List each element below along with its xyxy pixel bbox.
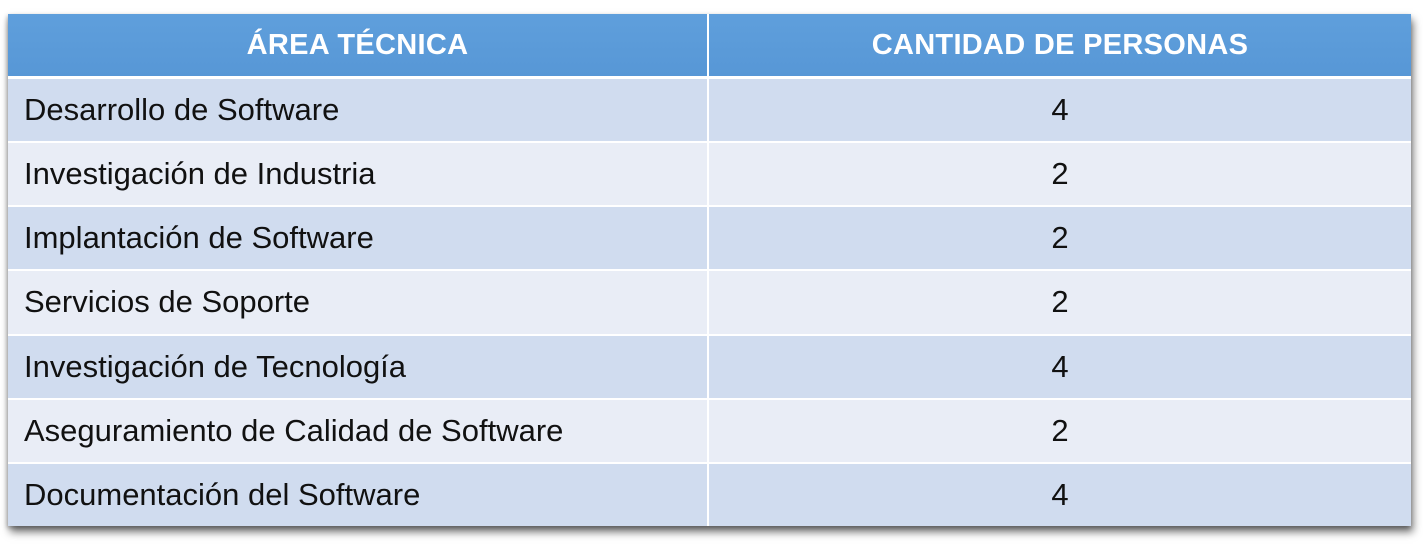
header-area: ÁREA TÉCNICA <box>8 14 708 79</box>
cell-count: 2 <box>707 269 1411 335</box>
header-count: CANTIDAD DE PERSONAS <box>707 14 1411 79</box>
table-row: Servicios de Soporte 2 <box>8 269 1411 335</box>
table-row: Investigación de Tecnología 4 <box>8 333 1411 399</box>
cell-count: 2 <box>707 141 1411 207</box>
table-body: Desarrollo de Software 4 Investigación d… <box>8 76 1411 526</box>
cell-area: Investigación de Tecnología <box>8 333 708 399</box>
table-row: Investigación de Industria 2 <box>8 141 1411 207</box>
table-row: Implantación de Software 2 <box>8 205 1411 271</box>
table-row: Desarrollo de Software 4 <box>8 76 1411 143</box>
cell-area: Desarrollo de Software <box>8 76 708 143</box>
header-row: ÁREA TÉCNICA CANTIDAD DE PERSONAS <box>8 14 1411 79</box>
cell-count: 4 <box>707 333 1411 399</box>
table-row: Documentación del Software 4 <box>8 461 1411 526</box>
staff-table-container: ÁREA TÉCNICA CANTIDAD DE PERSONAS Desarr… <box>8 14 1411 526</box>
table-row: Aseguramiento de Calidad de Software 2 <box>8 397 1411 463</box>
cell-count: 4 <box>707 76 1411 143</box>
cell-count: 2 <box>707 205 1411 271</box>
cell-area: Implantación de Software <box>8 205 708 271</box>
cell-area: Servicios de Soporte <box>8 269 708 335</box>
cell-area: Investigación de Industria <box>8 141 708 207</box>
cell-area: Aseguramiento de Calidad de Software <box>8 397 708 463</box>
cell-count: 2 <box>707 397 1411 463</box>
table-header: ÁREA TÉCNICA CANTIDAD DE PERSONAS <box>8 14 1411 79</box>
staff-table: ÁREA TÉCNICA CANTIDAD DE PERSONAS Desarr… <box>8 14 1411 526</box>
cell-area: Documentación del Software <box>8 461 708 526</box>
cell-count: 4 <box>707 461 1411 526</box>
